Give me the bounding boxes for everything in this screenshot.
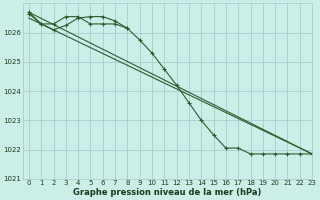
X-axis label: Graphe pression niveau de la mer (hPa): Graphe pression niveau de la mer (hPa)	[73, 188, 262, 197]
